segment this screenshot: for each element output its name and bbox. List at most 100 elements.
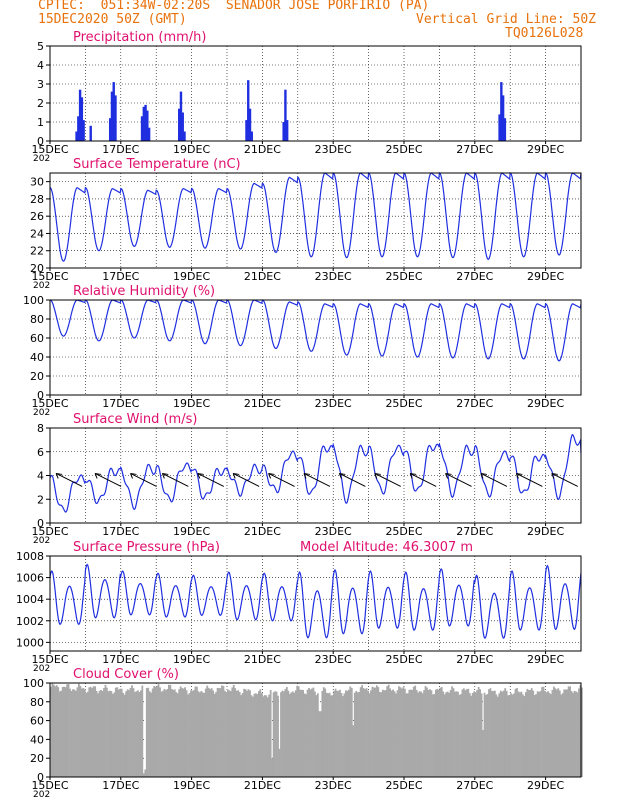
cloud-bar (176, 693, 179, 777)
cloud-bar (542, 686, 545, 777)
precip-bar (500, 82, 503, 141)
cloud-bar (404, 688, 406, 777)
cloud-bar (280, 692, 282, 777)
cloud-bar (166, 688, 169, 777)
x-tick-label: 15DEC (31, 397, 68, 410)
y-tick-label: 0 (37, 135, 44, 148)
cloud-bar (283, 691, 285, 777)
cloud-bar (443, 694, 446, 777)
cloud-bar (319, 711, 322, 777)
cloud-bar (439, 687, 442, 777)
cloud-bar (201, 692, 204, 777)
y-tick-label: 3 (37, 78, 44, 91)
cloud-bar (260, 692, 263, 777)
cloud-bar (395, 693, 397, 777)
cloud-bar (315, 695, 318, 777)
pres-panel: 1000 1002 1004 1006 1008 15DEC 17DEC 19DEC 21DEC… (16, 540, 582, 674)
cloud-bar (286, 687, 288, 777)
cloud-bar (541, 687, 543, 777)
y-tick-label: 60 (30, 332, 44, 345)
x-year-label: 202 (33, 664, 50, 674)
precip-bar (147, 127, 151, 141)
y-tick-label: 1004 (16, 593, 44, 606)
y-tick-label: 80 (30, 313, 44, 326)
x-tick-label: 17DEC (102, 653, 139, 666)
cloud-bar (271, 758, 274, 777)
cloud-bar (50, 686, 52, 777)
cloud-bar (499, 690, 502, 777)
y-tick-label: 100 (23, 677, 44, 690)
cloud-bar (460, 694, 462, 777)
cloud-bar (498, 693, 501, 777)
cloud-bar (191, 690, 194, 777)
cloud-bar (308, 687, 310, 777)
cloud-bar (129, 687, 132, 777)
cloud-bar (479, 689, 481, 777)
cloud-bar (203, 692, 206, 777)
cloud-bar (57, 687, 60, 777)
x-tick-label: 21DEC (244, 270, 281, 283)
x-year-label: 202 (33, 408, 50, 418)
cloud-bar (229, 691, 232, 777)
cloud-bar (544, 690, 546, 777)
cloud-bar (350, 687, 353, 777)
cloud-bar (185, 690, 188, 777)
wind-panel: 0 2 4 6 8 15DEC 17DEC 19DEC 21DEC 23DEC 25DEC 27DEC… (31, 412, 582, 546)
cloud-bar (61, 686, 64, 777)
cloud-bar (106, 687, 108, 777)
cloud-bar (387, 684, 390, 777)
cloud-bar (427, 689, 430, 777)
cloud-bar (581, 687, 583, 777)
cloud-bar (89, 686, 92, 777)
cloud-bar (69, 688, 71, 777)
precip-bar (144, 104, 147, 141)
cloud-bar (297, 686, 300, 777)
y-tick-label: 22 (30, 245, 44, 258)
cloud-bar (573, 690, 576, 777)
cloud-bar (529, 689, 532, 777)
cloud-bar (281, 690, 284, 777)
cloud-bar (440, 687, 443, 777)
x-tick-label: 23DEC (315, 525, 352, 538)
cloud-bar (204, 688, 207, 777)
wind-arrow (338, 472, 366, 487)
cloud-bar (299, 689, 302, 777)
cloud-bar (287, 690, 290, 777)
cloud-bar (502, 690, 505, 777)
cloud-bar (561, 693, 564, 777)
cloud-bar (52, 684, 55, 777)
cloud-bar (378, 691, 381, 777)
cloud-bar (194, 686, 197, 777)
x-tick-label: 27DEC (456, 397, 493, 410)
cloud-bar (104, 684, 107, 777)
precip-bar (503, 118, 507, 141)
cloud-bar (557, 688, 560, 777)
cloud-bar (78, 683, 80, 777)
cloud-bar (67, 684, 70, 777)
cloud-bar (470, 695, 473, 777)
cloud-bar (76, 687, 79, 777)
cloud-bar (384, 690, 387, 777)
cloud-bar (421, 693, 424, 777)
wind-arrow (445, 472, 472, 487)
x-tick-label: 25DEC (385, 143, 422, 156)
cloud-bar (464, 690, 467, 777)
cloud-bar (331, 695, 334, 777)
x-tick-label: 25DEC (385, 653, 422, 666)
cloud-bar (305, 694, 307, 777)
cloud-bar (424, 686, 427, 777)
y-tick-label: 26 (30, 210, 44, 223)
cloud-bar (79, 685, 82, 777)
cloud-bar (522, 694, 524, 777)
x-tick-label: 29DEC (527, 525, 564, 538)
cloud-bar (569, 686, 571, 777)
cloud-bar (386, 686, 389, 777)
cloud-bar (530, 688, 533, 777)
cloud-bar (231, 687, 234, 777)
cloud-bar (212, 690, 215, 777)
cloud-bar (156, 685, 158, 777)
cloud-bar (97, 693, 99, 777)
cloud-bar (433, 693, 436, 777)
precip-bar (248, 108, 252, 141)
cloud-bar (367, 690, 369, 777)
